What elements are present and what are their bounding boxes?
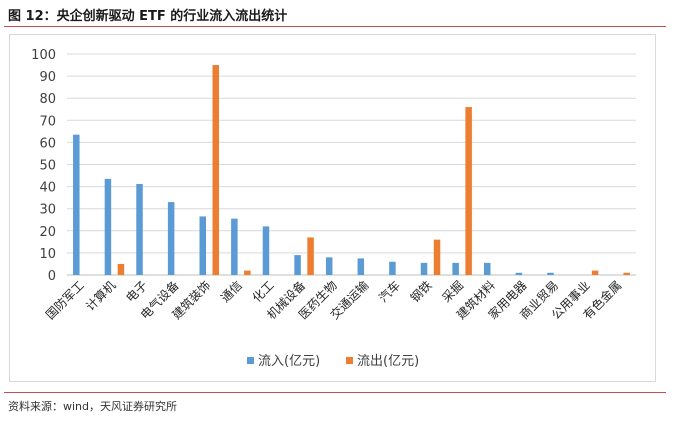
bar-outflow <box>623 272 630 275</box>
legend-label: 流出(亿元) <box>357 354 419 369</box>
bar-inflow <box>389 261 396 275</box>
source-rule <box>4 392 666 393</box>
bar-inflow <box>515 272 523 275</box>
x-category-label: 国防军工 <box>42 278 87 323</box>
legend-swatch <box>346 357 353 364</box>
y-tick-label: 70 <box>39 114 56 129</box>
bar-inflow <box>294 255 301 275</box>
x-category-label: 汽车 <box>375 278 403 306</box>
bar-inflow <box>325 257 333 275</box>
legend-swatch <box>247 357 254 364</box>
x-category-label: 电子 <box>123 278 150 305</box>
bar-outflow <box>212 65 219 275</box>
x-category-label: 计算机 <box>82 278 118 314</box>
bar-outflow <box>117 263 125 275</box>
chart-frame <box>9 34 656 382</box>
y-tick-label: 40 <box>39 181 56 196</box>
bar-inflow <box>357 258 365 275</box>
source-note: 资料来源：wind，天风证券研究所 <box>8 400 178 413</box>
bar-inflow <box>73 134 80 275</box>
bar-outflow <box>433 239 441 275</box>
x-category-label: 化工 <box>250 278 277 305</box>
bar-inflow <box>452 262 459 275</box>
legend: 流入(亿元) 流出(亿元) <box>247 354 419 369</box>
bar-outflow <box>591 270 599 275</box>
y-tick-label: 0 <box>48 269 56 284</box>
y-tick-label: 20 <box>39 225 56 240</box>
y-tick-label: 60 <box>39 136 56 151</box>
y-tick-label: 80 <box>39 92 56 107</box>
y-tick-label: 90 <box>39 70 56 85</box>
bar-inflow <box>167 202 175 275</box>
y-tick-label: 30 <box>39 203 56 218</box>
y-tick-label: 10 <box>39 247 56 262</box>
bar-outflow <box>465 107 472 275</box>
bar-inflow <box>262 226 270 275</box>
bar-inflow <box>547 272 554 275</box>
bar-inflow <box>484 262 491 275</box>
bar-inflow <box>231 218 238 275</box>
bar-inflow <box>104 178 112 275</box>
bar-outflow <box>244 270 251 275</box>
x-category-label: 采掘 <box>439 278 467 306</box>
y-tick-label: 100 <box>31 48 56 63</box>
y-tick-label: 50 <box>39 159 56 174</box>
bar-inflow <box>199 216 206 275</box>
figure-title: 图 12：央企创新驱动 ETF 的行业流入流出统计 <box>8 9 288 24</box>
x-category-label: 钢铁 <box>408 278 435 305</box>
y-axis-ticks: 0 10 20 30 40 50 60 70 80 90 100 <box>31 48 56 284</box>
bar-outflow <box>307 237 314 275</box>
title-rule <box>4 26 666 27</box>
bar-inflow <box>420 262 428 275</box>
bars <box>73 65 630 275</box>
bar-inflow <box>136 183 143 275</box>
x-category-label: 通信 <box>218 278 245 305</box>
gridlines <box>67 53 636 276</box>
legend-label: 流入(亿元) <box>258 354 320 369</box>
